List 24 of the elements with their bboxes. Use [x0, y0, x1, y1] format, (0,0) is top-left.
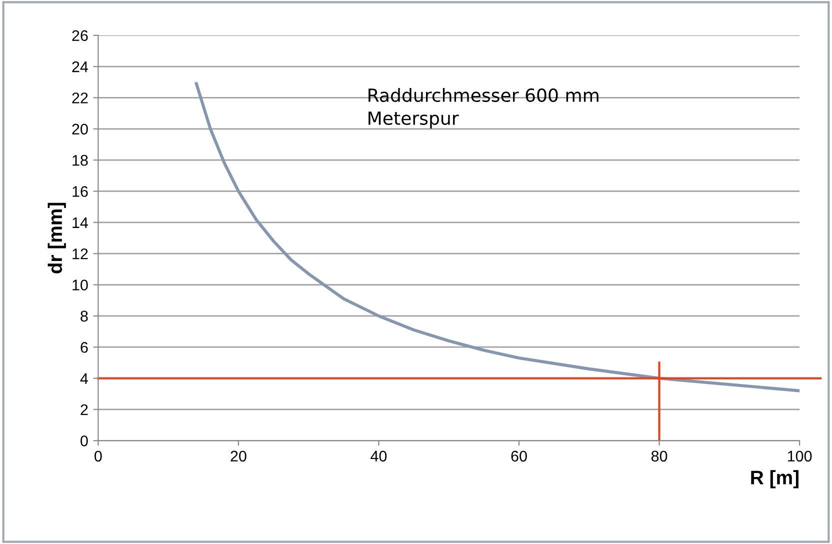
annotation: Raddurchmesser 600 mm Meterspur — [368, 88, 598, 128]
y-tick-label: 12 — [72, 248, 88, 260]
y-tick-label: 24 — [72, 61, 88, 72]
y-axis-title: dr [mm] — [48, 202, 66, 274]
y-tick-label: 14 — [72, 217, 88, 228]
x-tick-label: 80 — [651, 450, 668, 462]
y-tick-label: 2 — [80, 404, 88, 415]
x-tick-label: 60 — [511, 450, 527, 462]
y-tick-label: 6 — [80, 342, 88, 353]
x-tick-label: 40 — [370, 450, 387, 462]
x-tick-label: 20 — [230, 450, 246, 462]
line-series — [194, 82, 800, 392]
y-tick-label: 18 — [72, 154, 88, 166]
y-tick-label: 4 — [80, 373, 88, 384]
y-tick-label: 10 — [72, 280, 88, 290]
y-tick-label: 8 — [80, 310, 88, 322]
y-tick-label: 16 — [72, 186, 88, 197]
y-tick-label: 20 — [72, 124, 88, 135]
x-tick-label: 0 — [94, 450, 102, 462]
y-tick-label: 22 — [72, 92, 88, 104]
y-tick-label: 26 — [72, 30, 88, 42]
x-axis-title: R [m] — [751, 470, 798, 488]
x-tick-label: 100 — [788, 450, 812, 462]
y-tick-label: 0 — [80, 436, 88, 446]
